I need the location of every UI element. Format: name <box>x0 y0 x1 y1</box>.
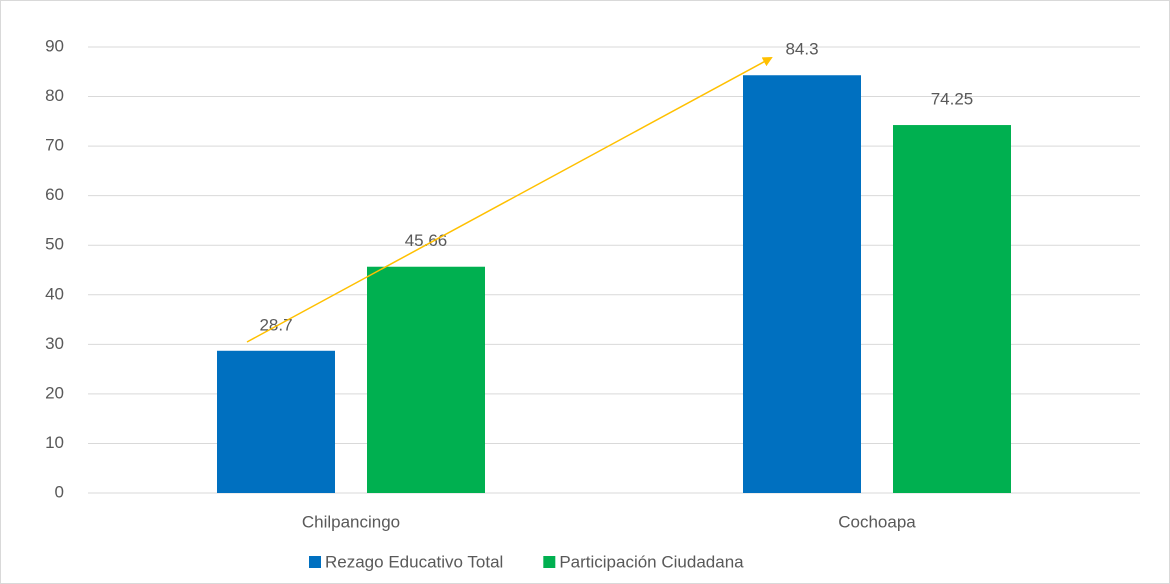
legend-label: Rezago Educativo Total <box>325 552 503 571</box>
data-label: 28.7 <box>259 315 292 334</box>
x-tick-label: Chilpancingo <box>302 512 400 531</box>
y-tick-label: 0 <box>55 482 64 501</box>
data-label: 45.66 <box>405 231 448 250</box>
y-tick-label: 20 <box>45 383 64 402</box>
bar <box>743 75 861 493</box>
y-tick-label: 10 <box>45 433 64 452</box>
x-tick-label: Cochoapa <box>838 512 916 531</box>
bar <box>217 350 335 493</box>
data-label: 74.25 <box>931 90 974 109</box>
trend-arrow <box>246 57 773 343</box>
y-tick-label: 80 <box>45 86 64 105</box>
data-label: 84.3 <box>785 40 818 59</box>
legend-swatch <box>543 556 556 568</box>
legend-swatch <box>309 556 321 568</box>
y-tick-label: 90 <box>45 36 64 55</box>
y-tick-label: 30 <box>45 334 64 353</box>
legend-label: Participación Ciudadana <box>559 552 744 571</box>
bar <box>367 266 485 493</box>
y-tick-label: 60 <box>45 185 64 204</box>
bar <box>893 125 1011 494</box>
y-tick-label: 50 <box>45 235 64 254</box>
y-tick-label: 40 <box>45 284 64 303</box>
y-tick-label: 70 <box>45 136 64 155</box>
